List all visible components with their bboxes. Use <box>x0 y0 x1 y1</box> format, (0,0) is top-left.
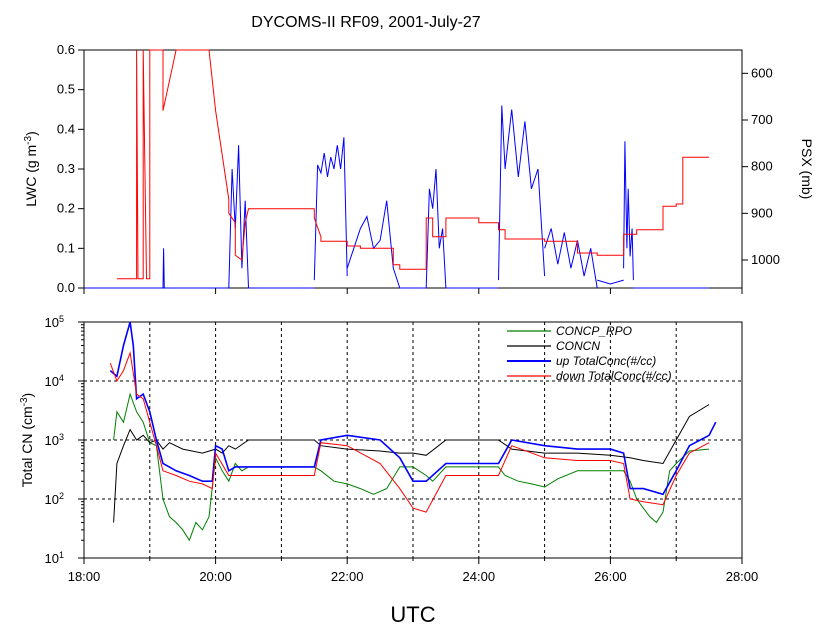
cn-series-line-2 <box>113 404 710 523</box>
utc-axis-title: UTC <box>390 602 435 627</box>
lwc-tick-label: 0.3 <box>57 161 75 176</box>
utc-tick-label: 24:00 <box>463 569 496 584</box>
lwc-axis-title-sup: -3 <box>23 135 34 144</box>
lwc-series-line <box>498 105 546 281</box>
top-left-axis: 0.0 0.1 0.2 0.3 0.4 0.5 0.6 <box>57 42 743 295</box>
lwc-series-line <box>623 141 634 281</box>
utc-tick-label: 28:00 <box>726 569 759 584</box>
cn-tick-label: 104 <box>45 373 64 389</box>
top-panel: 0.0 0.1 0.2 0.3 0.4 0.5 0.6 600 700 800 900 1000 L… <box>23 42 816 295</box>
psx-series-line <box>116 49 710 280</box>
utc-tick-label: 26:00 <box>594 569 627 584</box>
utc-tick-label: 22:00 <box>331 569 364 584</box>
top-series-layer <box>84 49 710 289</box>
lwc-series-line <box>313 137 348 281</box>
lwc-series-line <box>162 248 165 289</box>
psx-tick-label: 900 <box>751 205 773 220</box>
cn-tick-label: 105 <box>45 314 64 330</box>
lwc-tick-label: 0.5 <box>57 82 75 97</box>
legend-label: CONCN <box>556 339 600 353</box>
psx-axis-title: PSX (mb) <box>799 139 815 200</box>
lwc-tick-label: 0.2 <box>57 201 75 216</box>
legend-label: CONCP_RPO <box>556 324 632 338</box>
cn-series-line-4 <box>109 350 710 513</box>
top-plot-frame <box>83 49 743 289</box>
lwc-tick-label: 0.0 <box>57 280 75 295</box>
lwc-series-line <box>544 228 598 289</box>
psx-tick-label: 800 <box>751 159 773 174</box>
bottom-series-layer <box>109 321 717 542</box>
top-right-axis: 600 700 800 900 1000 <box>742 65 780 267</box>
legend-label: up TotalConc(#/cc) <box>556 354 656 368</box>
lwc-tick-label: 0.4 <box>57 121 75 136</box>
cn-axis-title-main: Total CN (cm <box>19 406 35 487</box>
utc-tick-label: 20:00 <box>199 569 232 584</box>
lwc-axis-title: LWC (g m-3) <box>23 131 40 207</box>
cn-tick-label: 101 <box>45 550 64 566</box>
lwc-tick-label: 0.6 <box>57 42 75 57</box>
cn-series-line-1 <box>113 392 710 542</box>
cn-axis-title-sup: -3 <box>19 397 30 406</box>
cn-tick-label: 103 <box>45 432 64 448</box>
cn-axis-title: Total CN (cm-3) <box>19 393 36 487</box>
utc-tick-label: 18:00 <box>68 569 101 584</box>
lwc-axis-title-main: LWC (g m <box>23 145 39 207</box>
lwc-tick-label: 0.1 <box>57 240 75 255</box>
cn-tick-label: 102 <box>45 491 64 507</box>
lwc-axis-title-end: ) <box>23 131 39 136</box>
bottom-y-axis: 101 102 103 104 105 <box>45 314 84 566</box>
psx-tick-label: 600 <box>751 65 773 80</box>
bottom-x-axis: 18:00 20:00 22:00 24:00 26:00 28:00 <box>68 558 759 584</box>
psx-tick-label: 700 <box>751 112 773 127</box>
cn-axis-title-end: ) <box>19 393 35 398</box>
lwc-series-line <box>597 279 624 285</box>
chart-title: DYCOMS-II RF09, 2001-July-27 <box>251 14 481 31</box>
cn-series-line-3 <box>109 321 717 496</box>
bottom-panel: 101 102 103 104 105 18:00 20:00 22:00 24:00 26:0… <box>19 314 759 627</box>
psx-tick-label: 1000 <box>751 252 780 267</box>
lwc-series-line <box>228 145 249 289</box>
legend-label: down TotalConc(#/cc) <box>556 369 672 383</box>
lwc-series-line <box>346 200 401 289</box>
lwc-series-line <box>425 168 447 289</box>
